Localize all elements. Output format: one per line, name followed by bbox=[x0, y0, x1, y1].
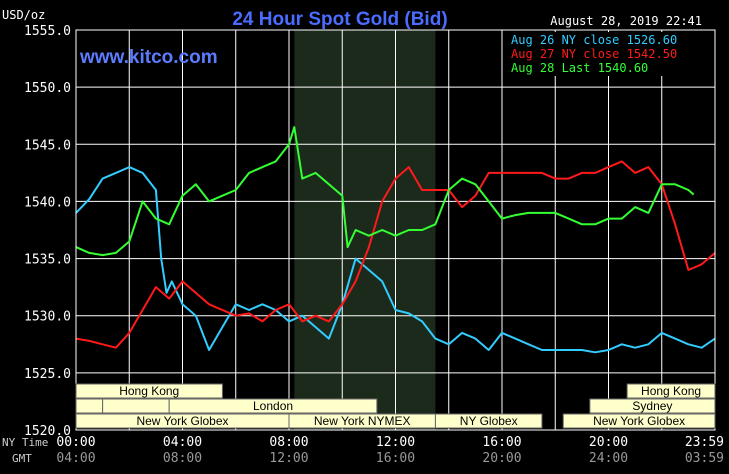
x-tick-label-ny: 12:00 bbox=[376, 435, 415, 450]
y-tick-label: 1520.0 bbox=[24, 424, 71, 439]
session-bar-hong-kong-2 bbox=[626, 383, 716, 399]
x-tick-label-gmt: 03:59 bbox=[685, 451, 724, 466]
legend: Aug 26 NY close 1526.60 Aug 27 NY close … bbox=[505, 32, 714, 76]
x-tick-label-ny: 08:00 bbox=[269, 435, 308, 450]
x-tick-label-ny: 20:00 bbox=[589, 435, 628, 450]
y-tick-label: 1555.0 bbox=[24, 24, 71, 39]
legend-box bbox=[505, 32, 714, 76]
session-label-hong-kong-2: Hong Kong bbox=[641, 384, 701, 398]
y-tick-label: 1545.0 bbox=[24, 138, 71, 153]
session-label-ny-globex-2: NY Globex bbox=[460, 414, 518, 428]
x-tick-label-gmt: 16:00 bbox=[376, 451, 415, 466]
series-line-aug-26 bbox=[75, 166, 716, 354]
y-tick-label: 1540.0 bbox=[24, 195, 71, 210]
series-layer bbox=[75, 126, 716, 354]
session-bars: Hong Kong London New York Globex New York N… bbox=[75, 383, 716, 429]
session-label-sydney: Sydney bbox=[632, 399, 672, 413]
ny-time-label: NY Time bbox=[2, 436, 48, 449]
x-tick-label-gmt: 12:00 bbox=[269, 451, 308, 466]
y-tick-label: 1525.0 bbox=[24, 367, 71, 382]
x-tick-label-gmt: 08:00 bbox=[163, 451, 202, 466]
session-label-london: London bbox=[253, 399, 293, 413]
session-bar-london bbox=[168, 398, 378, 414]
chart-title: 24 Hour Spot Gold (Bid) bbox=[232, 9, 447, 30]
x-tick-label-ny: 00:00 bbox=[56, 435, 95, 450]
x-tick-label-gmt: 20:00 bbox=[482, 451, 521, 466]
x-tick-label-ny: 04:00 bbox=[163, 435, 202, 450]
legend-entry-aug26: Aug 26 NY close 1526.60 bbox=[511, 33, 677, 47]
session-bar bbox=[75, 398, 104, 414]
session-label-hong-kong-1: Hong Kong bbox=[119, 384, 179, 398]
x-tick-label-ny: 16:00 bbox=[482, 435, 521, 450]
x-tick-label-gmt: 24:00 bbox=[589, 451, 628, 466]
session-bar-sydney bbox=[589, 398, 716, 414]
watermark: www.kitco.com bbox=[79, 47, 218, 68]
legend-entry-aug28: Aug 28 Last 1540.60 bbox=[511, 61, 648, 75]
units-label: USD/oz bbox=[2, 8, 45, 22]
series-line-aug-28 bbox=[75, 126, 695, 257]
y-axis: 1555.0 1550.0 1545.0 1540.0 1535.0 1530.0 1525… bbox=[24, 24, 71, 439]
session-bar-ny-globex-3 bbox=[562, 413, 716, 429]
session-bar-hong-kong-1 bbox=[75, 383, 223, 399]
gmt-label: GMT bbox=[12, 452, 32, 465]
session-bar-ny-globex-2 bbox=[434, 413, 543, 429]
timestamp: August 28, 2019 22:41 bbox=[550, 14, 702, 28]
x-tick-label-gmt: 04:00 bbox=[56, 451, 95, 466]
y-tick-label: 1530.0 bbox=[24, 310, 71, 325]
session-label-ny-nymex: New York NYMEX bbox=[314, 414, 411, 428]
session-label-ny-globex-1: New York Globex bbox=[136, 414, 228, 428]
plot-frame bbox=[75, 29, 716, 431]
legend-entry-aug27: Aug 27 NY close 1542.50 bbox=[511, 47, 677, 61]
y-tick-label: 1535.0 bbox=[24, 253, 71, 268]
series-line-aug-27 bbox=[75, 160, 716, 349]
x-tick-label-ny: 23:59 bbox=[685, 435, 724, 450]
session-bar bbox=[102, 398, 170, 414]
session-label-ny-globex-3: New York Globex bbox=[593, 414, 685, 428]
y-tick-label: 1550.0 bbox=[24, 81, 71, 96]
